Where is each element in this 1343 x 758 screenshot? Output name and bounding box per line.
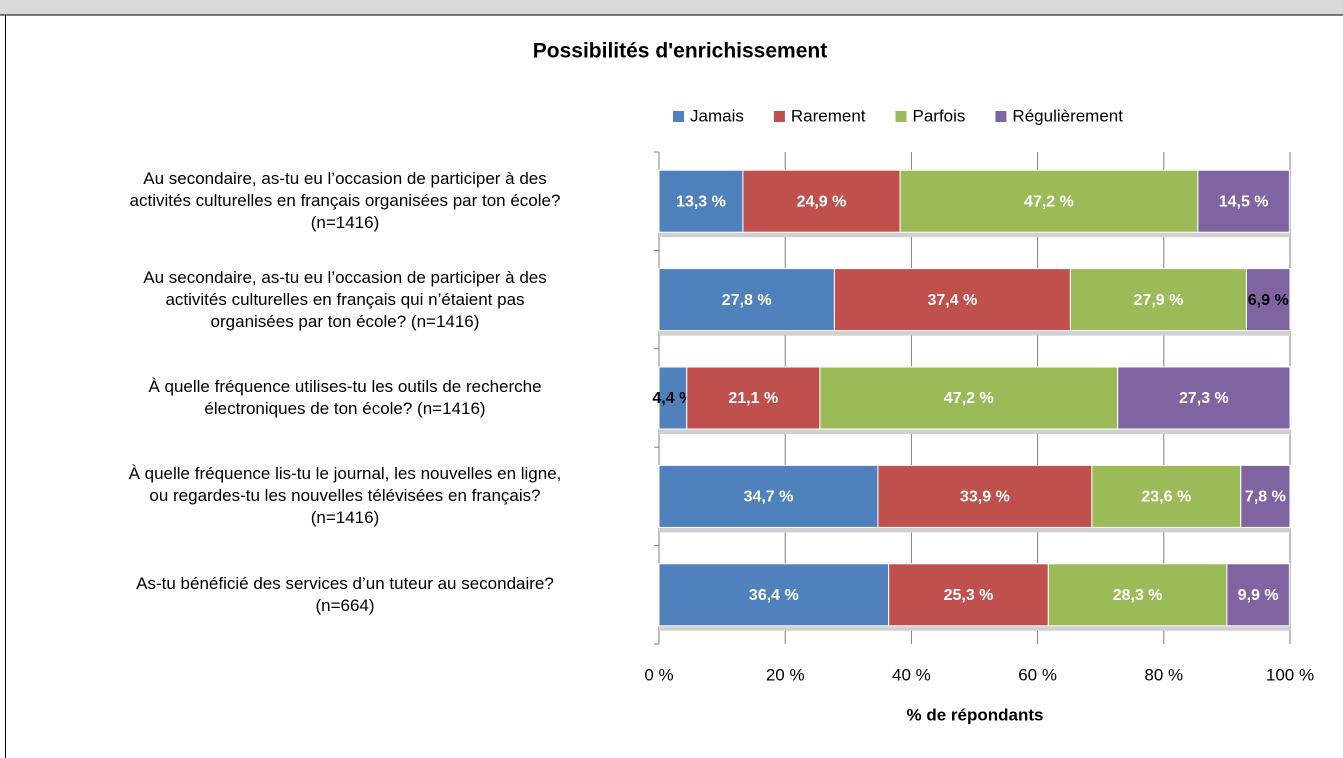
x-tick-label: 40 % <box>892 665 931 684</box>
bar-segment <box>658 366 688 430</box>
bar-segment <box>1226 563 1290 627</box>
bar-segment <box>1240 464 1291 528</box>
legend-label: Jamais <box>690 106 744 125</box>
bar-shadow <box>659 232 1290 238</box>
bar-segment <box>1047 563 1228 627</box>
value-label: 24,9 % <box>797 193 847 210</box>
value-label: 37,4 % <box>928 292 978 309</box>
bar-segment <box>658 464 879 528</box>
bar-segment <box>888 563 1049 627</box>
x-tick-label: 0 % <box>644 665 673 684</box>
header-band <box>0 0 1343 15</box>
legend-label: Régulièrement <box>1012 106 1123 125</box>
bar-segment <box>658 563 890 627</box>
legend-label: Parfois <box>913 106 966 125</box>
bar-segment <box>1117 366 1291 430</box>
bar-segment <box>1197 169 1290 233</box>
x-tick-label: 100 % <box>1266 665 1314 684</box>
bar-segment <box>833 268 1071 332</box>
value-label: 23,6 % <box>1141 489 1191 506</box>
value-label: 4,4 % <box>652 390 693 407</box>
bar-shadow <box>659 527 1290 533</box>
value-label: 25,3 % <box>944 587 994 604</box>
bar-shadow <box>659 429 1290 434</box>
bar-shadow <box>659 330 1290 336</box>
x-axis-label: % de répondants <box>907 705 1044 724</box>
bar-segment <box>1069 268 1247 332</box>
category-label: À quelle fréquence utilises-tu les outil… <box>148 377 542 418</box>
chart-title: Possibilités d'enrichissement <box>533 40 827 63</box>
bar-segment <box>658 268 835 332</box>
value-label: 34,7 % <box>744 489 794 506</box>
category-label: Au secondaire, as-tu eu l’occasion de pa… <box>129 169 561 233</box>
value-label: 6,9 % <box>1248 292 1289 309</box>
value-label: 9,9 % <box>1238 587 1279 604</box>
bar-segment <box>877 464 1093 528</box>
legend-swatch <box>895 111 907 122</box>
bar-segment <box>1091 464 1242 528</box>
value-label: 47,2 % <box>1024 193 1074 210</box>
legend-swatch <box>773 111 785 122</box>
legend-swatch <box>673 111 684 122</box>
value-label: 27,9 % <box>1134 292 1184 309</box>
value-label: 21,1 % <box>728 390 778 407</box>
value-label: 47,2 % <box>944 390 994 407</box>
value-label: 7,8 % <box>1245 489 1286 506</box>
value-label: 36,4 % <box>749 587 799 604</box>
category-label: À quelle fréquence lis-tu le journal, le… <box>128 464 562 528</box>
value-label: 27,3 % <box>1179 390 1229 407</box>
bar-segment <box>819 366 1119 430</box>
bar-segment <box>899 169 1199 233</box>
value-label: 28,3 % <box>1113 587 1163 604</box>
x-tick-label: 60 % <box>1018 665 1057 684</box>
x-tick-label: 20 % <box>766 665 805 684</box>
value-label: 14,5 % <box>1219 193 1269 210</box>
value-label: 13,3 % <box>676 193 726 210</box>
value-label: 33,9 % <box>960 489 1010 506</box>
value-label: 27,8 % <box>722 292 772 309</box>
bar-segment <box>686 366 821 430</box>
category-label: Au secondaire, as-tu eu l’occasion de pa… <box>143 267 547 331</box>
bar-shadow <box>659 625 1290 631</box>
legend-swatch <box>995 111 1007 122</box>
x-tick-label: 80 % <box>1144 665 1183 684</box>
bar-segment <box>1245 268 1291 332</box>
legend-label: Rarement <box>791 106 866 125</box>
category-label: As-tu bénéficié des services d’un tuteur… <box>136 573 554 615</box>
